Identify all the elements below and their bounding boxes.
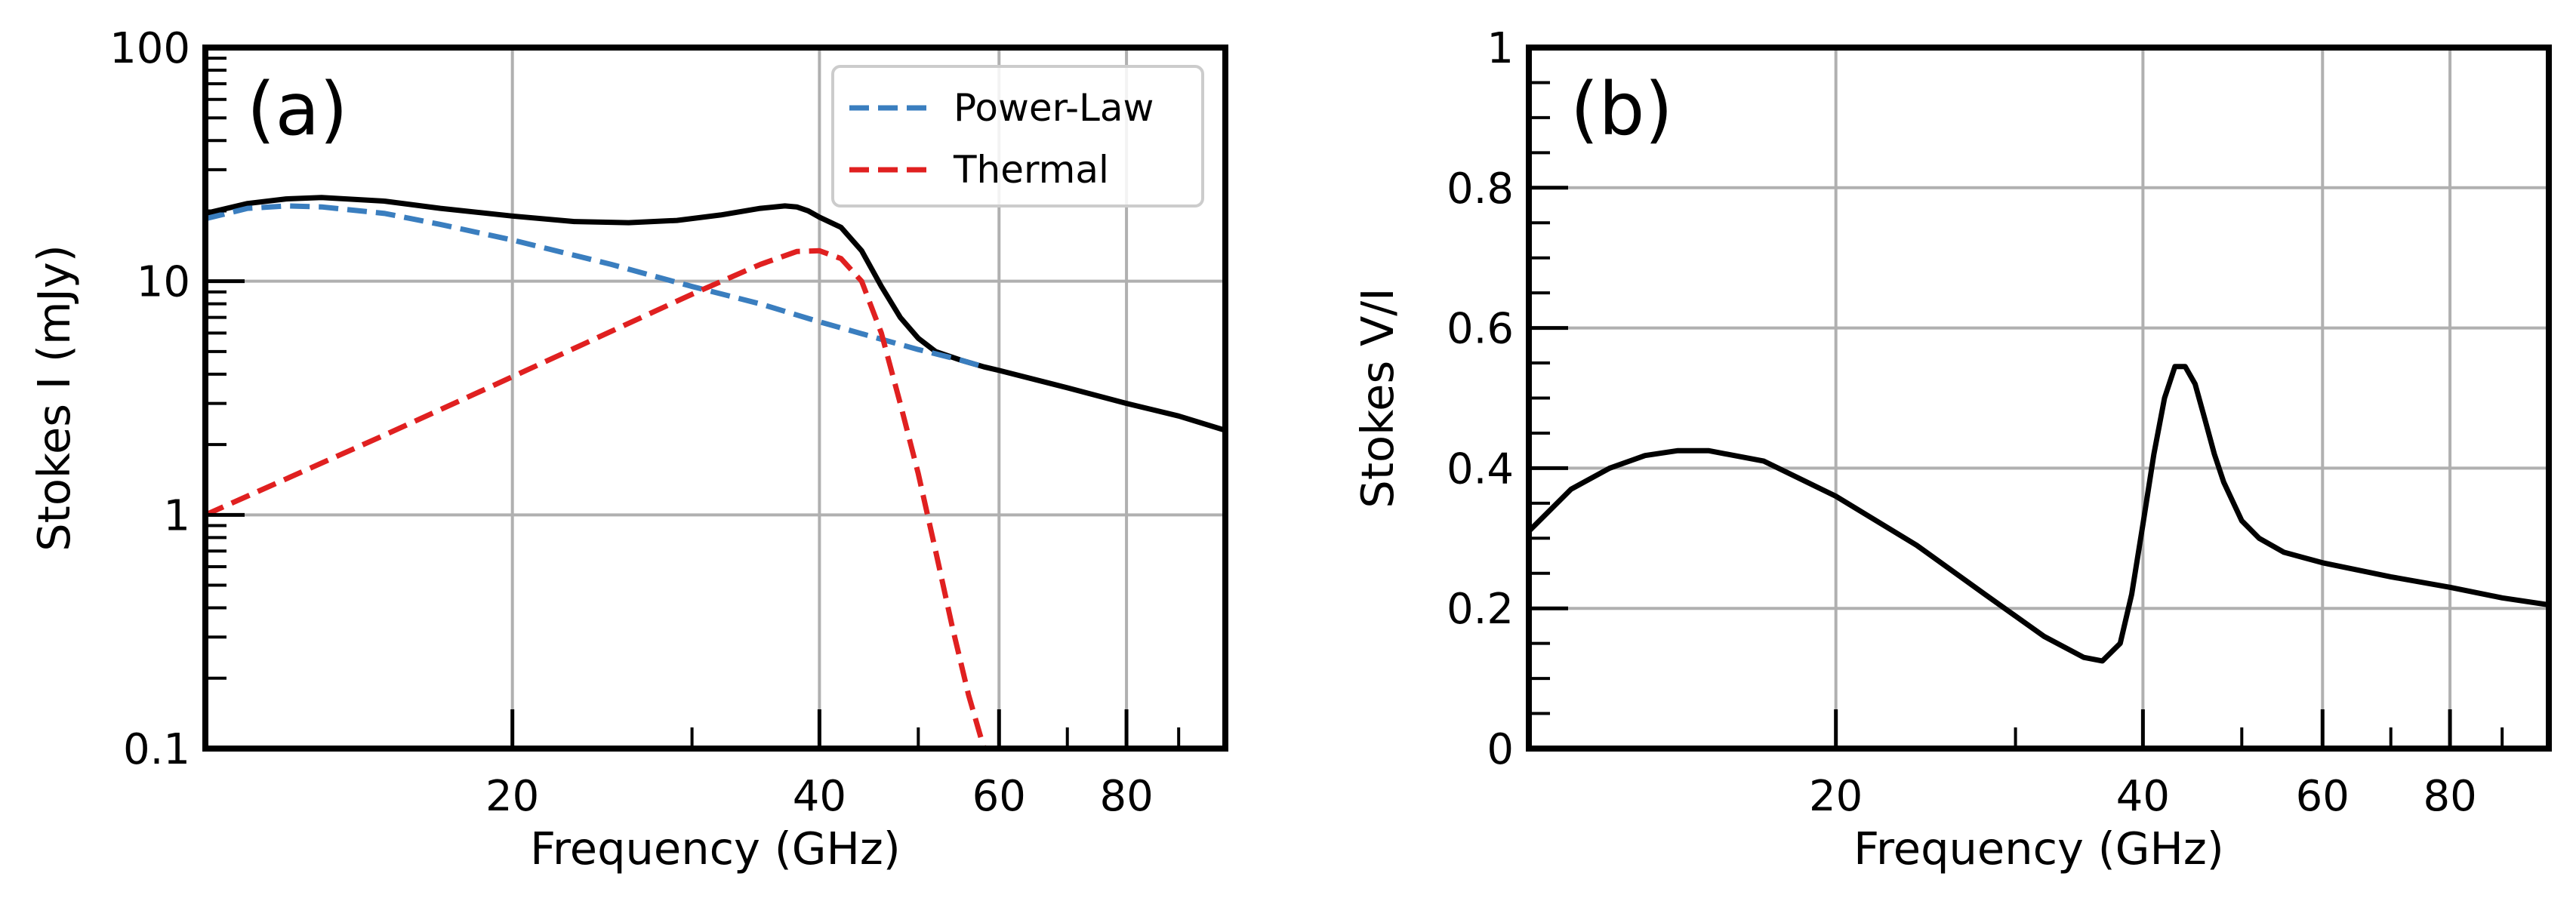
y-tick-label: 0.4 [1447, 444, 1514, 494]
x-tick-label: 80 [1099, 772, 1153, 821]
y-tick-label: 1 [1487, 24, 1514, 73]
legend-label: Power-Law [954, 86, 1154, 130]
y-tick-label: 0.2 [1447, 585, 1514, 634]
axes-frame [202, 45, 1228, 752]
panel-b: 20 40 60 80 0 0.2 0.4 0.6 0.8 1 Frequency (GHz) Sto… [1351, 24, 2552, 875]
x-tick-label: 80 [2423, 772, 2476, 821]
y-axis-title: Stokes I (mJy) [28, 244, 80, 552]
x-tick-label: 40 [2116, 772, 2170, 821]
y-tick-label: 0.6 [1447, 305, 1514, 354]
series-line-total [1529, 364, 2549, 664]
x-tick-label: 20 [1809, 772, 1863, 821]
x-axis-title: Frequency (GHz) [530, 823, 901, 875]
series-line-thermal [205, 248, 987, 749]
series-line-power-law [205, 203, 985, 370]
y-tick-label: 1 [163, 491, 190, 540]
legend-label: Thermal [953, 148, 1109, 192]
y-tick-label: 100 [109, 24, 190, 73]
y-axis-title: Stokes V/I [1351, 287, 1404, 508]
y-tick-label: 0.8 [1447, 165, 1514, 214]
x-tick-label: 60 [2296, 772, 2350, 821]
panel-label: (a) [247, 67, 348, 152]
y-tick-label: 0.1 [123, 725, 190, 774]
axes-frame [1526, 45, 2552, 752]
panel-a: 20 40 60 80 0.1 1 10 100 Frequency (GHz) Stokes I… [28, 24, 1228, 875]
x-tick-label: 40 [793, 772, 846, 821]
x-axis-title: Frequency (GHz) [1853, 823, 2224, 875]
series-line-total [205, 195, 1225, 433]
x-tick-label: 60 [972, 772, 1026, 821]
y-tick-label: 0 [1487, 725, 1514, 774]
panel-label: (b) [1570, 67, 1673, 152]
y-tick-label: 10 [137, 258, 190, 307]
x-tick-label: 20 [485, 772, 539, 821]
